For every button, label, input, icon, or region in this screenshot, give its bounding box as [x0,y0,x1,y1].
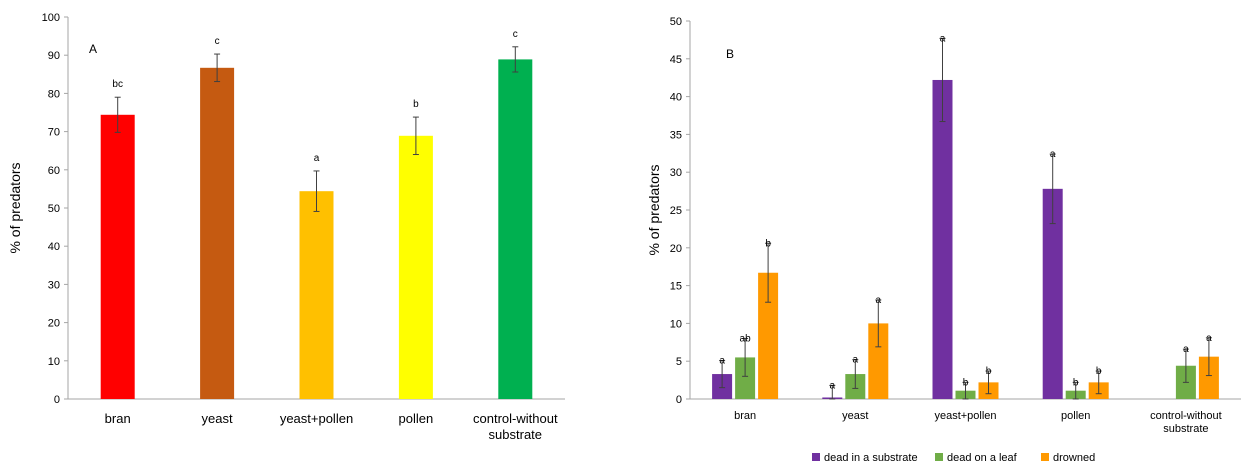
panel-b-category-label: substrate [1163,423,1208,435]
panel-b-category-label: yeast [842,410,868,422]
panel-b-bar [1042,188,1063,399]
panel-a-category-label: pollen [399,411,434,426]
panel-a-y-tick-label: 10 [48,356,60,368]
panel-b-bar [868,323,889,399]
panel-a-y-tick-label: 90 [48,50,60,62]
panel-b-y-tick-label: 10 [670,318,682,330]
panel-b-significance-label: a [940,33,946,44]
legend-label: dead in a substrate [824,452,918,464]
panel-a-y-tick-label: 20 [48,318,60,330]
panel-b-y-tick-label: 15 [670,281,682,293]
panel-b-y-tick-label: 25 [670,205,682,217]
panel-a-category-label: yeast+pollen [280,411,353,426]
legend-label: drowned [1053,452,1095,464]
panel-b-significance-label: b [1073,377,1079,388]
panel-a-y-tick-label: 0 [54,394,60,406]
panel-b-y-tick-label: 30 [670,167,682,179]
panel-a-y-tick-label: 100 [42,12,60,24]
panel-b-y-tick-label: 5 [676,356,682,368]
panel-a-significance-label: a [314,153,320,164]
panel-b-y-tick-label: 40 [670,92,682,104]
panel-b-significance-label: a [1183,344,1189,355]
panel-a-y-tick-label: 60 [48,165,60,177]
panel-b-y-tick-label: 20 [670,243,682,255]
panel-a-category-label: bran [105,411,131,426]
panel-b-significance-label: a [1050,149,1056,160]
panel-b-significance-label: b [1096,366,1102,377]
panel-b-y-tick-label: 50 [670,16,682,28]
panel-a-bar [100,114,135,400]
panel-a-significance-label: bc [112,79,123,90]
panel-b-significance-label: a [1206,333,1212,344]
panel-a-category-label: yeast [202,411,233,426]
panel-b-significance-label: a [830,380,836,391]
legend-swatch [812,453,820,461]
panel-a: 0102030405060708090100bcbrancyeastayeast… [7,12,565,442]
panel-b-significance-label: a [853,355,859,366]
panel-a-y-tick-label: 80 [48,88,60,100]
legend-swatch [935,453,943,461]
panel-b-significance-label: b [963,377,969,388]
panel-b-category-label: pollen [1061,410,1090,422]
panel-a-y-axis-title: % of predators [7,162,23,253]
panel-b-y-tick-label: 0 [676,394,682,406]
panel-b-y-axis-title: % of predators [646,164,662,255]
panel-b-bar [758,272,779,399]
panel-a-bar [398,135,433,399]
panel-a-bar [200,67,235,399]
legend-label: dead on a leaf [947,452,1018,464]
panel-b-y-tick-label: 35 [670,129,682,141]
panel-b-significance-label: a [876,295,882,306]
panel-b-significance-label: ab [740,334,752,345]
panel-b-category-label: yeast+pollen [934,410,996,422]
panel-b-bar [1198,356,1219,399]
panel-a-label: A [89,42,97,56]
panel-a-y-tick-label: 30 [48,279,60,291]
panel-b-significance-label: b [765,238,771,249]
panel-a-category-label: substrate [489,427,542,442]
panel-a-category-label: control-without [473,411,558,426]
panel-a-y-tick-label: 70 [48,127,60,139]
panel-b-bar [932,79,953,399]
panel-b-label: B [726,47,734,61]
panel-a-significance-label: c [513,29,518,40]
panel-a-y-tick-label: 40 [48,241,60,253]
panel-b-category-label: bran [734,410,756,422]
panel-b-significance-label: a [719,355,725,366]
panel-b-y-tick-label: 45 [670,54,682,66]
panel-b-significance-label: b [986,366,992,377]
panel-b: 05101520253035404550aabbbranaaayeastabby… [646,16,1241,464]
panel-b-bar [735,357,756,399]
panel-a-significance-label: c [215,36,220,47]
panel-a-bar [498,59,533,399]
panel-a-y-tick-label: 50 [48,203,60,215]
panel-a-significance-label: b [413,99,419,110]
legend-swatch [1041,453,1049,461]
panel-b-category-label: control-without [1150,410,1222,422]
panel-a-bar [299,191,334,399]
